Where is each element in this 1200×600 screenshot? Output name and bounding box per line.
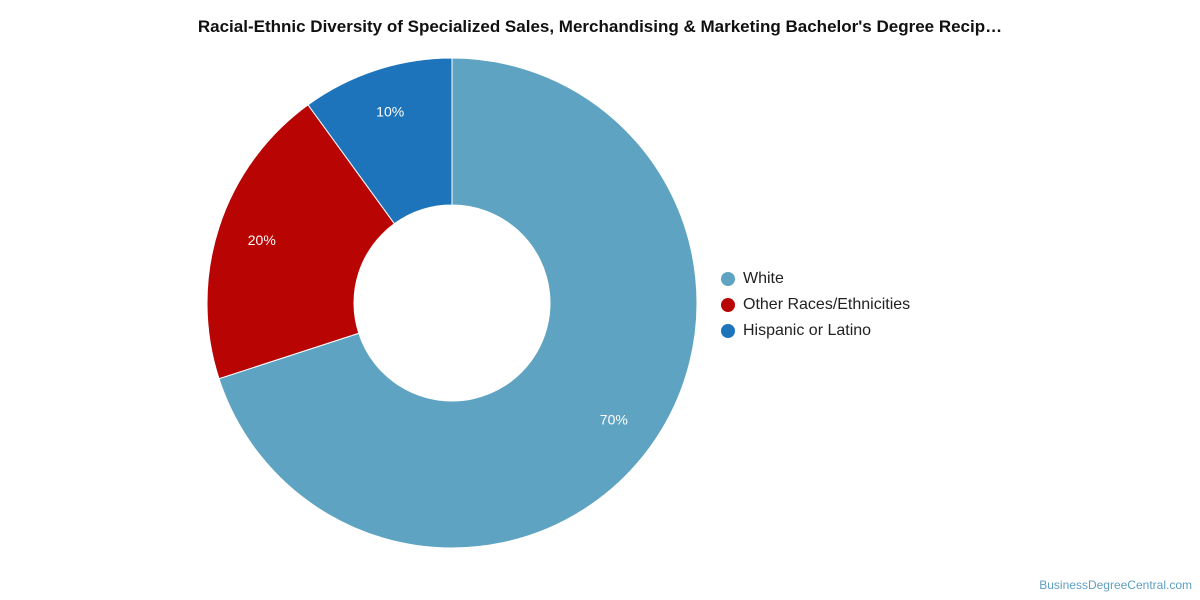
chart-legend: White Other Races/Ethnicities Hispanic or …	[721, 266, 910, 344]
slice-value-label: 10%	[376, 103, 404, 119]
donut-slice-hispanic-or-latino[interactable]	[307, 57, 453, 225]
legend-swatch	[721, 298, 735, 312]
slice-value-label: 20%	[248, 232, 276, 248]
legend-swatch	[721, 324, 735, 338]
chart-title: Racial-Ethnic Diversity of Specialized S…	[197, 17, 1003, 36]
legend-item[interactable]: White	[721, 266, 910, 292]
source-credit[interactable]: BusinessDegreeCentral.com	[1039, 578, 1192, 592]
legend-label: Other Races/Ethnicities	[743, 296, 911, 313]
slice-value-label: 70%	[600, 411, 628, 427]
legend-label: Hispanic or Latino	[743, 322, 872, 339]
donut-slice-white[interactable]	[218, 57, 698, 549]
donut-slice-other-races-ethnicities[interactable]	[206, 104, 396, 380]
legend-label: White	[743, 270, 784, 287]
legend-item[interactable]: Other Races/Ethnicities	[721, 292, 910, 318]
legend-item[interactable]: Hispanic or Latino	[721, 318, 910, 344]
legend-swatch	[721, 272, 735, 286]
